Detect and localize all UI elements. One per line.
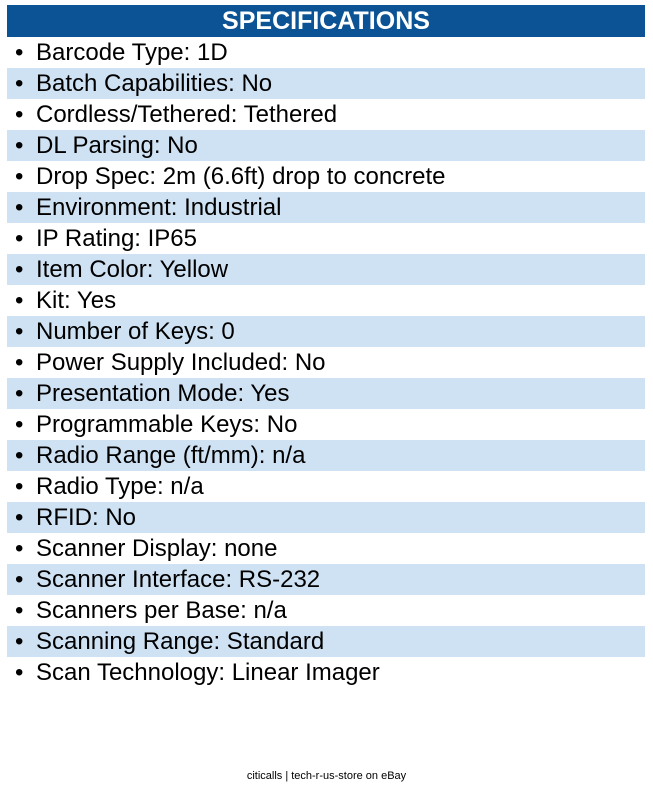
spec-text: DL Parsing: No: [36, 132, 198, 159]
spec-text: Scanner Interface: RS-232: [36, 566, 321, 593]
spec-text: Radio Type: n/a: [36, 473, 204, 500]
spec-text: Scanner Display: none: [36, 535, 278, 562]
spec-item: • Scan Technology: Linear Imager: [7, 657, 645, 688]
spec-item: • Item Color: Yellow: [7, 254, 645, 285]
spec-item: • Batch Capabilities: No: [7, 68, 645, 99]
bullet-icon: •: [15, 411, 24, 438]
spec-text: Power Supply Included: No: [36, 349, 326, 376]
bullet-icon: •: [15, 70, 24, 97]
spec-item: • Scanners per Base: n/a: [7, 595, 645, 626]
bullet-icon: •: [15, 597, 24, 624]
bullet-icon: •: [15, 39, 24, 66]
bullet-icon: •: [15, 659, 24, 686]
spec-text: Scanning Range: Standard: [36, 628, 325, 655]
bullet-icon: •: [15, 101, 24, 128]
spec-item: • RFID: No: [7, 502, 645, 533]
spec-text: Radio Range (ft/mm): n/a: [36, 442, 306, 469]
spec-item: • Kit: Yes: [7, 285, 645, 316]
footer-credit: citicalls | tech-r-us-store on eBay: [246, 770, 407, 782]
spec-item: • Radio Range (ft/mm): n/a: [7, 440, 645, 471]
bullet-icon: •: [15, 194, 24, 221]
bullet-icon: •: [15, 225, 24, 252]
spec-item: • Barcode Type: 1D: [7, 37, 645, 68]
spec-text: Number of Keys: 0: [36, 318, 235, 345]
spec-item: • Cordless/Tethered: Tethered: [7, 99, 645, 130]
bullet-icon: •: [15, 504, 24, 531]
spec-item: • Environment: Industrial: [7, 192, 645, 223]
spec-text: Scanners per Base: n/a: [36, 597, 287, 624]
spec-text: Programmable Keys: No: [36, 411, 298, 438]
spec-item: • Power Supply Included: No: [7, 347, 645, 378]
bullet-icon: •: [15, 318, 24, 345]
bullet-icon: •: [15, 628, 24, 655]
spec-text: Scan Technology: Linear Imager: [36, 659, 380, 686]
spec-text: RFID: No: [36, 504, 137, 531]
bullet-icon: •: [15, 473, 24, 500]
spec-item: • DL Parsing: No: [7, 130, 645, 161]
spec-item: • Scanning Range: Standard: [7, 626, 645, 657]
spec-item: • IP Rating: IP65: [7, 223, 645, 254]
bullet-icon: •: [15, 132, 24, 159]
bullet-icon: •: [15, 442, 24, 469]
bullet-icon: •: [15, 256, 24, 283]
spec-item: • Presentation Mode: Yes: [7, 378, 645, 409]
spec-item: • Scanner Display: none: [7, 533, 645, 564]
spec-text: IP Rating: IP65: [36, 225, 197, 252]
spec-text: Presentation Mode: Yes: [36, 380, 290, 407]
spec-text: Drop Spec: 2m (6.6ft) drop to concrete: [36, 163, 446, 190]
specifications-header: SPECIFICATIONS: [7, 5, 645, 37]
spec-text: Cordless/Tethered: Tethered: [36, 101, 338, 128]
bullet-icon: •: [15, 287, 24, 314]
bullet-icon: •: [15, 566, 24, 593]
spec-text: Barcode Type: 1D: [36, 39, 228, 66]
bullet-icon: •: [15, 349, 24, 376]
spec-item: • Programmable Keys: No: [7, 409, 645, 440]
spec-text: Item Color: Yellow: [36, 256, 229, 283]
spec-item: • Drop Spec: 2m (6.6ft) drop to concrete: [7, 161, 645, 192]
specifications-list: • Barcode Type: 1D • Batch Capabilities: No…: [7, 37, 645, 688]
bullet-icon: •: [15, 163, 24, 190]
bullet-icon: •: [15, 535, 24, 562]
spec-text: Kit: Yes: [36, 287, 117, 314]
spec-item: • Number of Keys: 0: [7, 316, 645, 347]
spec-text: Environment: Industrial: [36, 194, 282, 221]
spec-item: • Radio Type: n/a: [7, 471, 645, 502]
bullet-icon: •: [15, 380, 24, 407]
spec-text: Batch Capabilities: No: [36, 70, 273, 97]
spec-item: • Scanner Interface: RS-232: [7, 564, 645, 595]
